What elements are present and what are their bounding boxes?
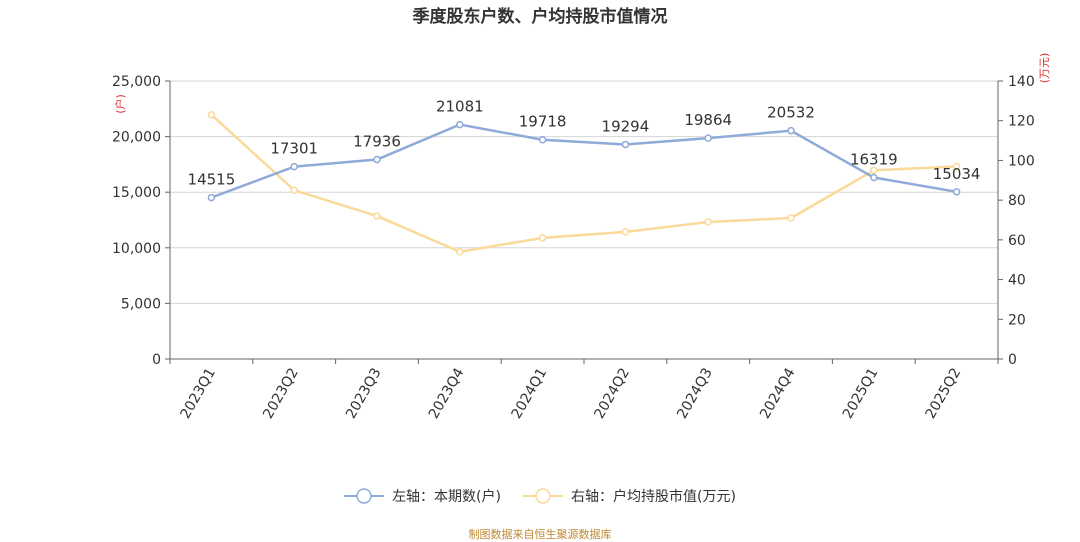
series-right-point (373, 212, 381, 220)
series-right-point (621, 228, 630, 236)
x-tick-label: 2024Q1 (509, 365, 551, 421)
y-right-tick-label: 0 (1008, 352, 1017, 368)
x-tick-label: 2025Q1 (840, 365, 882, 421)
x-tick-label: 2023Q1 (177, 365, 219, 421)
x-tick-label: 2023Q2 (260, 365, 302, 421)
series-right-point (538, 234, 547, 242)
y-right-tick-label: 80 (1008, 193, 1026, 209)
legend-swatch-right-icon (523, 488, 563, 504)
y-right-tick-label: 100 (1008, 153, 1035, 169)
series-left-point (456, 120, 464, 129)
legend-item-left[interactable]: 左轴：本期数(户) (344, 486, 501, 506)
series-left-point (290, 162, 298, 171)
data-labels: 14515 17301 17936 21081 19718 19294 19864 20532… (188, 98, 981, 189)
grid-lines (170, 80, 998, 360)
series-right-point (952, 162, 961, 171)
series-right-point (290, 186, 298, 194)
data-label: 17936 (353, 133, 401, 151)
chart-title: 季度股东户数、户均持股市值情况 (412, 7, 668, 27)
x-tick-label: 2023Q3 (343, 365, 385, 421)
data-label: 20532 (767, 104, 815, 122)
series-right-point (870, 166, 878, 175)
data-label: 14515 (188, 171, 236, 189)
x-tick-label: 2024Q2 (591, 365, 633, 421)
series-right-point (456, 248, 464, 256)
y-left-tick-label: 15,000 (112, 185, 161, 201)
y-right-tick-label: 60 (1008, 233, 1026, 249)
x-tick-label: 2024Q4 (757, 365, 799, 421)
y-left-tick-label: 25,000 (112, 74, 161, 90)
data-label: 19294 (602, 117, 650, 135)
series-right-point (704, 218, 712, 226)
data-label: 16319 (850, 151, 898, 169)
y-right-tick-label: 20 (1008, 312, 1026, 328)
legend: 左轴：本期数(户) 右轴：户均持股市值(万元) (0, 486, 1080, 506)
x-tick-label: 2025Q2 (923, 365, 965, 421)
series-right (207, 111, 961, 256)
y-right-tick-label: 140 (1008, 74, 1035, 90)
series-left-point (207, 193, 216, 202)
data-label: 17301 (270, 140, 318, 158)
x-tick-label: 2023Q4 (426, 365, 468, 421)
y-left-tick-label: 0 (152, 352, 161, 368)
series-left-point (538, 135, 547, 144)
y-left-tick-label: 5,000 (121, 296, 161, 312)
data-label: 19864 (684, 111, 732, 129)
y-right-unit-label: (万元) (1038, 53, 1051, 84)
y-left-tick-label: 20,000 (112, 130, 161, 146)
legend-label-left: 左轴：本期数(户) (392, 489, 501, 505)
x-tick-label: 2024Q3 (674, 365, 716, 421)
data-label: 15034 (933, 165, 981, 183)
series-right-point (787, 214, 795, 222)
series-right-line (210, 113, 957, 254)
y-right-tick-label: 120 (1008, 114, 1035, 130)
legend-item-right[interactable]: 右轴：户均持股市值(万元) (523, 486, 736, 506)
data-label: 21081 (436, 98, 484, 116)
source-note: 制图数据来自恒生聚源数据库 (468, 528, 612, 541)
y-left-unit-label: (户) (113, 94, 127, 114)
series-left-point (787, 126, 795, 135)
series-left-point (621, 140, 630, 149)
legend-swatch-left-icon (344, 488, 385, 504)
series-left-point (704, 134, 712, 142)
data-label: 19718 (519, 113, 567, 131)
series-right-point (207, 111, 216, 119)
axes: 0 5,000 10,000 15,000 20,000 25,000 0 20 40 60 80 1… (112, 53, 1051, 422)
y-right-tick-label: 40 (1008, 273, 1026, 289)
series-left-point (870, 173, 878, 182)
series-left-point (373, 155, 381, 164)
series-left (207, 120, 961, 202)
series-left-line (210, 123, 957, 199)
series-left-point (952, 188, 961, 196)
legend-label-right: 右轴：户均持股市值(万元) (571, 489, 736, 505)
y-left-tick-label: 10,000 (112, 241, 161, 257)
